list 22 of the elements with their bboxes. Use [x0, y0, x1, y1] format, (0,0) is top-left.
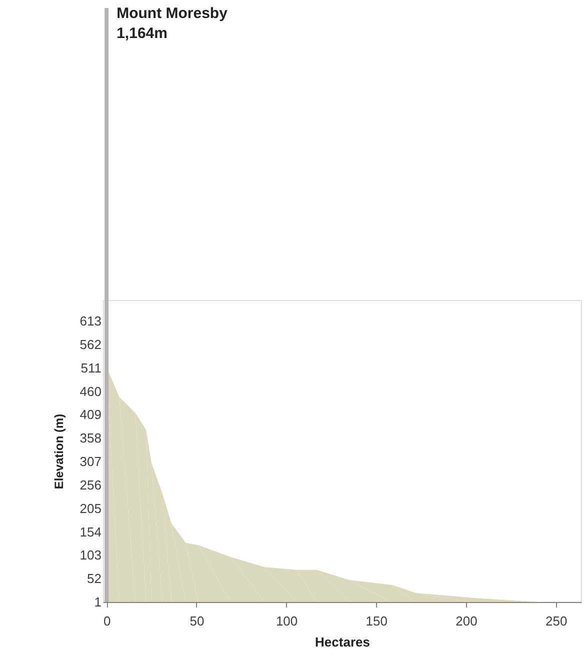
x-tick-label: 150	[366, 614, 388, 628]
y-tick-label: 562	[80, 337, 102, 352]
y-axis-title: Elevation (m)	[52, 414, 66, 490]
y-tick-label: 1	[94, 594, 102, 610]
y-tick-label: 52	[87, 571, 102, 586]
x-tick-label: 250	[545, 614, 568, 628]
y-tick-label: 460	[80, 384, 102, 399]
y-tick-label: 613	[80, 314, 102, 329]
ref-line-label: Mount Moresby 1,164m	[116, 5, 228, 42]
y-tick-label: 358	[80, 430, 102, 446]
x-tick-label: 200	[456, 614, 478, 628]
y-tick-label: 154	[80, 524, 102, 540]
x-tick-label: 0	[103, 614, 111, 628]
y-tick-label: 409	[80, 407, 102, 422]
y-tick-label: 103	[80, 548, 102, 563]
y-tick-label: 307	[80, 454, 102, 470]
x-tick-label: 100	[276, 614, 298, 628]
x-axis-title: Hectares	[315, 634, 370, 650]
y-tick-label: 511	[80, 360, 102, 376]
y-tick-label: 256	[80, 477, 102, 492]
y-tick-label: 205	[80, 500, 102, 516]
x-tick-label: 50	[190, 614, 204, 628]
